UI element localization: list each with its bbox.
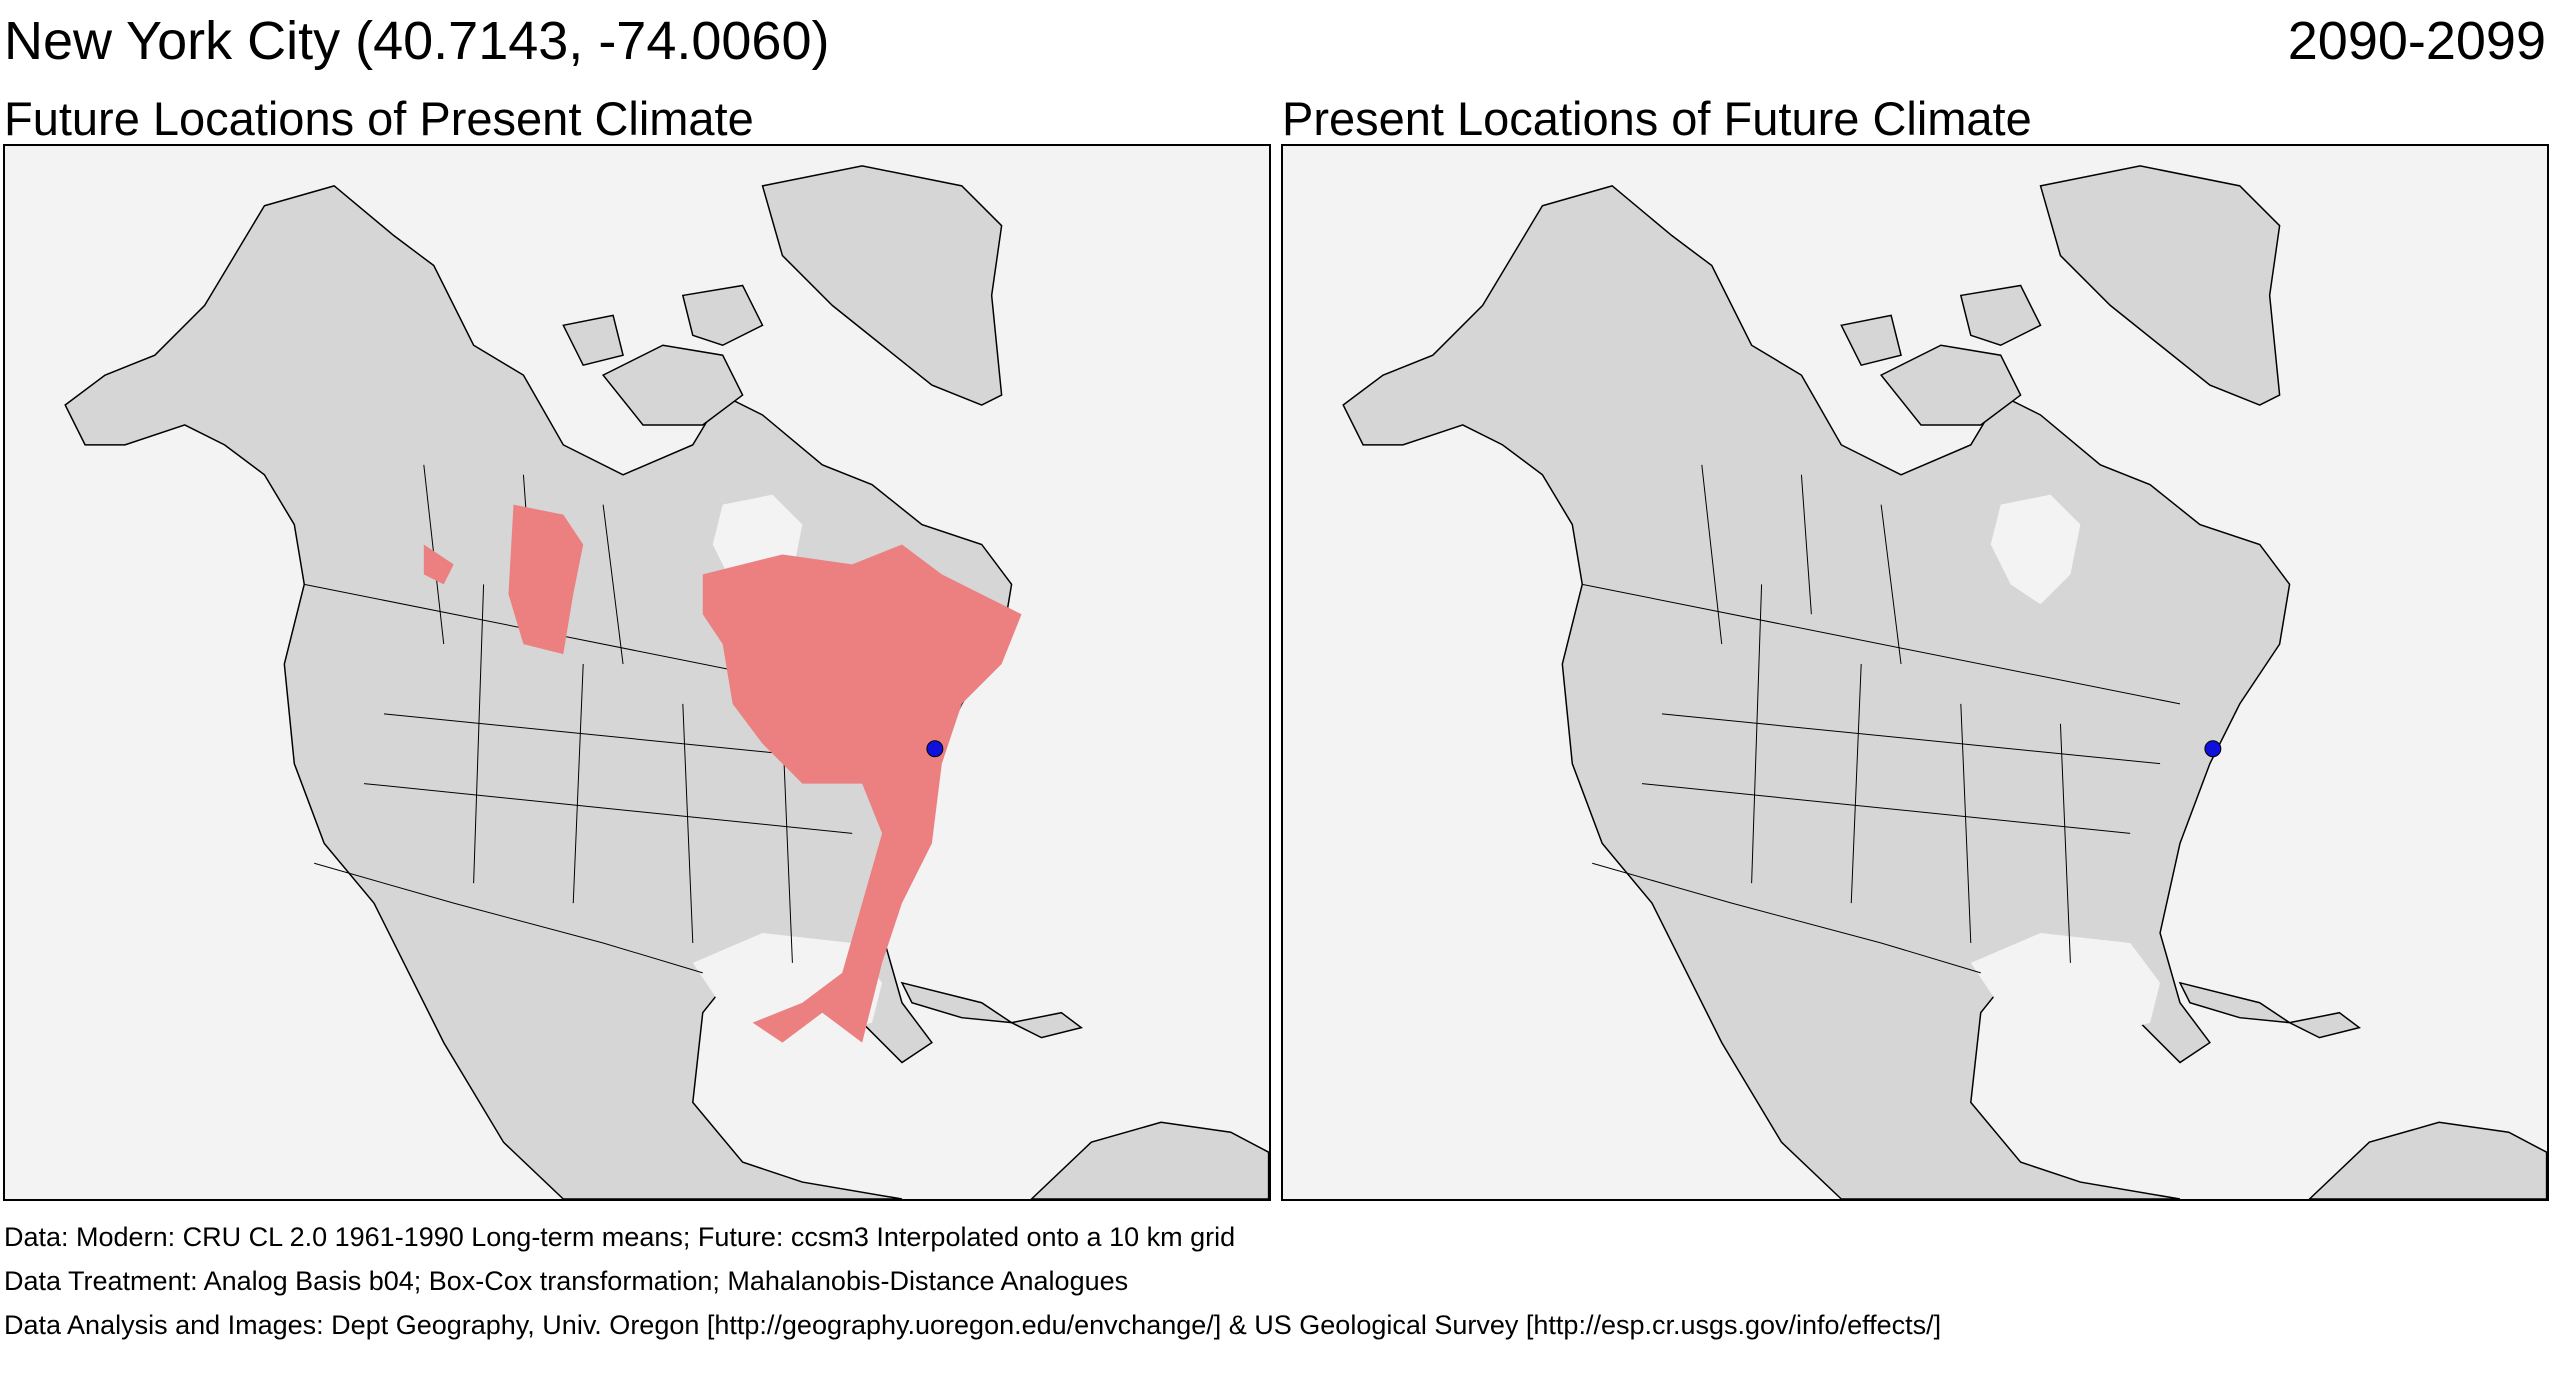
location-title: New York City (40.7143, -74.0060)	[4, 11, 830, 71]
panel-title-future-locations: Future Locations of Present Climate	[4, 92, 754, 145]
greenland-landmass	[2039, 165, 2281, 406]
map-present-locations	[1281, 144, 2549, 1201]
footer-data-treatment: Data Treatment: Analog Basis b04; Box-Co…	[4, 1266, 1129, 1296]
map-canvas-left	[5, 146, 1269, 1199]
footer-data-analysis: Data Analysis and Images: Dept Geography…	[4, 1310, 1942, 1340]
south-america-landmass	[1030, 1121, 1269, 1199]
south-america-landmass	[2308, 1121, 2547, 1199]
arctic-islands	[1840, 284, 2042, 426]
location-marker	[926, 740, 944, 758]
political-boundaries	[1582, 464, 2181, 974]
footer-data-source: Data: Modern: CRU CL 2.0 1961-1990 Long-…	[4, 1222, 1236, 1252]
gulf-of-mexico	[1970, 933, 2161, 1043]
greenland-landmass	[761, 165, 1003, 406]
caribbean-islands	[2178, 981, 2362, 1039]
hudson-bay	[1990, 494, 2081, 605]
map-canvas-right	[1283, 146, 2547, 1199]
analog-climate-region	[423, 504, 1022, 1043]
arctic-islands	[562, 284, 764, 426]
location-marker	[2204, 740, 2222, 758]
map-future-locations	[3, 144, 1271, 1201]
panel-title-present-locations: Present Locations of Future Climate	[1282, 92, 2032, 145]
period-label: 2090-2099	[2287, 11, 2546, 71]
caribbean-islands	[900, 981, 1084, 1039]
